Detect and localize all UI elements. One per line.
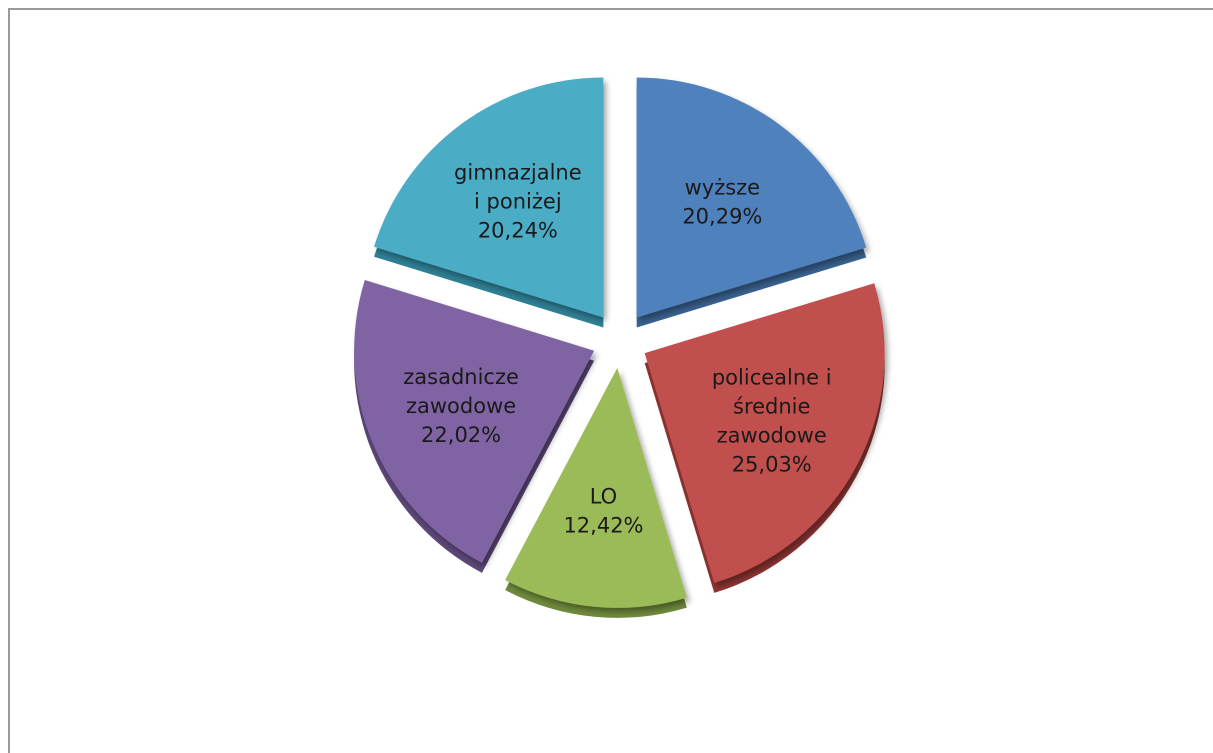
- pie-slice-label-2: LO 12,42%: [563, 485, 643, 538]
- pie-slice-face-0: [636, 77, 867, 318]
- pie-slice-value: 25,03%: [732, 453, 812, 477]
- pie-slice-label-line: gimnazjalne: [454, 161, 582, 185]
- pie-slice-label-line: zawodowe: [717, 424, 827, 448]
- pie-slice-1: [644, 283, 885, 593]
- pie-slice-label-3: zasadnicze zawodowe 22,02%: [403, 365, 519, 447]
- pie-slice-label-0: wyższe 20,29%: [682, 175, 762, 228]
- pie-slice-4: [374, 77, 604, 328]
- pie-slice-3: [354, 280, 595, 573]
- pie-slice-face-3: [354, 280, 595, 563]
- chart-frame: [8, 8, 1213, 753]
- pie-slice-label-4: gimnazjalne i poniżej 20,24%: [454, 161, 582, 243]
- pie-slice-2: [505, 367, 687, 618]
- pie-slice-value: 20,24%: [478, 219, 558, 243]
- pie-slice-0: [636, 77, 867, 328]
- pie-slice-face-1: [644, 283, 885, 583]
- pie-slice-label-line: wyższe: [685, 175, 761, 199]
- pie-slice-label-line: średnie: [733, 395, 810, 419]
- pie-slice-value: 22,02%: [421, 423, 501, 447]
- pie-slice-label-line: i poniżej: [474, 190, 562, 214]
- pie-slice-value: 12,42%: [563, 514, 643, 538]
- pie-slice-face-4: [374, 77, 604, 318]
- pie-slice-label-line: zawodowe: [406, 394, 516, 418]
- pie-slice-label-line: policealne i: [712, 366, 832, 390]
- pie-slice-value: 20,29%: [682, 204, 762, 228]
- pie-slice-label-line: zasadnicze: [403, 365, 519, 389]
- pie-slice-label-1: policealne i średnie zawodowe 25,03%: [712, 366, 832, 477]
- pie-slice-face-2: [505, 367, 687, 608]
- pie-slice-label-line: LO: [590, 485, 617, 509]
